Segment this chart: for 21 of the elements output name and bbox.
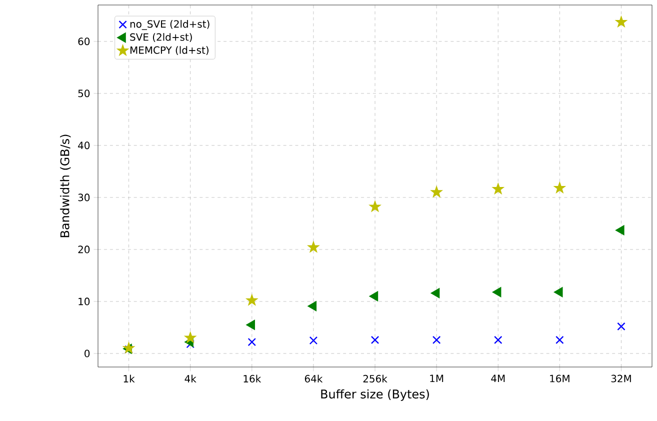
x-tick-label: 4M bbox=[491, 374, 505, 382]
x-tick-label: 64k bbox=[304, 374, 323, 382]
y-tick-label: 10 bbox=[78, 298, 90, 306]
y-tick-label: 0 bbox=[84, 350, 90, 358]
legend-label: MEMCPY (ld+st) bbox=[130, 46, 208, 56]
y-tick-label: 20 bbox=[78, 246, 90, 254]
x-axis-title: Buffer size (Bytes) bbox=[321, 389, 429, 401]
legend-label: SVE (2ld+st) bbox=[130, 33, 192, 42]
x-tick-label: 32M bbox=[611, 374, 631, 382]
y-tick-label: 60 bbox=[78, 38, 90, 46]
x-tick-label: 256k bbox=[363, 374, 388, 382]
x-tick-label: 4k bbox=[184, 374, 196, 382]
x-tick-label: 1M bbox=[430, 374, 444, 382]
legend-label: no_SVE (2ld+st) bbox=[130, 20, 210, 30]
x-tick-label: 1k bbox=[124, 374, 135, 382]
x-tick-label: 16M bbox=[550, 374, 570, 382]
x-tick-label: 16k bbox=[244, 374, 262, 382]
y-tick-label: 50 bbox=[78, 90, 90, 98]
y-tick-label: 40 bbox=[78, 142, 90, 150]
y-tick-label: 30 bbox=[78, 194, 90, 202]
y-axis-title: Bandwidth (GB/s) bbox=[60, 134, 71, 238]
